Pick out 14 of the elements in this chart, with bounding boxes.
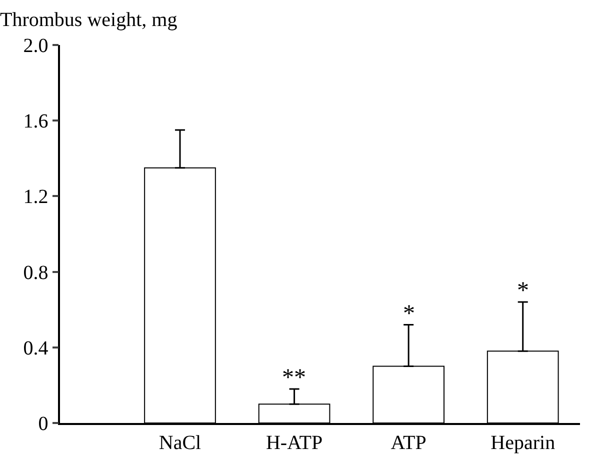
y-tick-label: 0.8 xyxy=(23,262,48,284)
x-tick-label: Heparin xyxy=(490,432,556,454)
y-tick-label: 1.2 xyxy=(23,186,48,208)
y-tick-label: 0 xyxy=(38,413,48,435)
y-tick-label: 0.4 xyxy=(23,337,48,360)
x-tick-label: ATP xyxy=(390,432,426,454)
annotation: * xyxy=(517,278,529,304)
y-tick-label: 2.0 xyxy=(23,35,48,57)
x-tick-label: NaCl xyxy=(158,432,202,454)
annotation: ** xyxy=(282,365,306,391)
annotation: * xyxy=(403,301,415,327)
y-tick-label: 1.6 xyxy=(23,110,48,133)
x-tick-label: H-ATP xyxy=(266,432,323,454)
y-axis-title: Thrombus weight, mg xyxy=(0,9,178,31)
